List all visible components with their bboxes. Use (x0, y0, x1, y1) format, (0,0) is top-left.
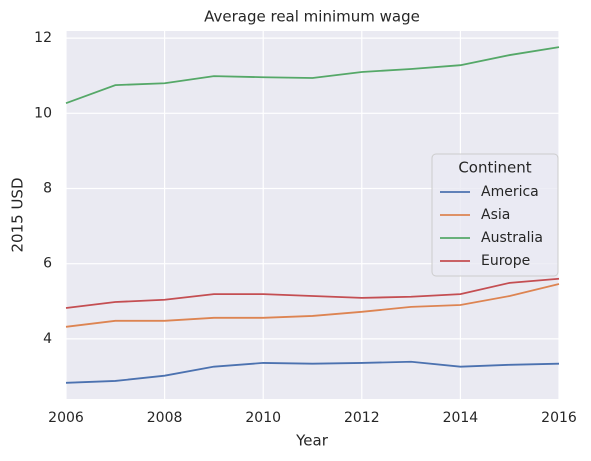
line (65, 283, 560, 328)
legend-title: Continent (458, 159, 531, 177)
x-tick-label: 2006 (48, 410, 84, 426)
grid (65, 31, 560, 399)
legend-label: Australia (481, 230, 543, 246)
x-axis-label: Year (295, 432, 329, 450)
y-tick-label: 4 (43, 331, 52, 347)
legend-label: Asia (481, 207, 510, 223)
legend-label: America (481, 184, 539, 200)
y-tick-label: 12 (34, 30, 52, 46)
x-tick-label: 2014 (443, 410, 479, 426)
line (65, 360, 560, 384)
legend-label: Europe (481, 253, 530, 269)
y-tick-label: 6 (43, 256, 52, 272)
chart-title: Average real minimum wage (204, 8, 420, 26)
lines (65, 46, 560, 384)
x-tick-label: 2008 (147, 410, 183, 426)
x-tick-label: 2010 (245, 410, 281, 426)
legend: Continent America Asia Australia Europe (431, 153, 559, 277)
y-tick-label: 10 (34, 105, 52, 121)
y-axis-label: 2015 USD (9, 178, 27, 253)
y-tick-label: 8 (43, 180, 52, 196)
line (65, 46, 560, 105)
x-tick-label: 2016 (541, 410, 577, 426)
x-tick-label: 2012 (344, 410, 380, 426)
line (65, 277, 560, 309)
legend-box (431, 153, 559, 277)
